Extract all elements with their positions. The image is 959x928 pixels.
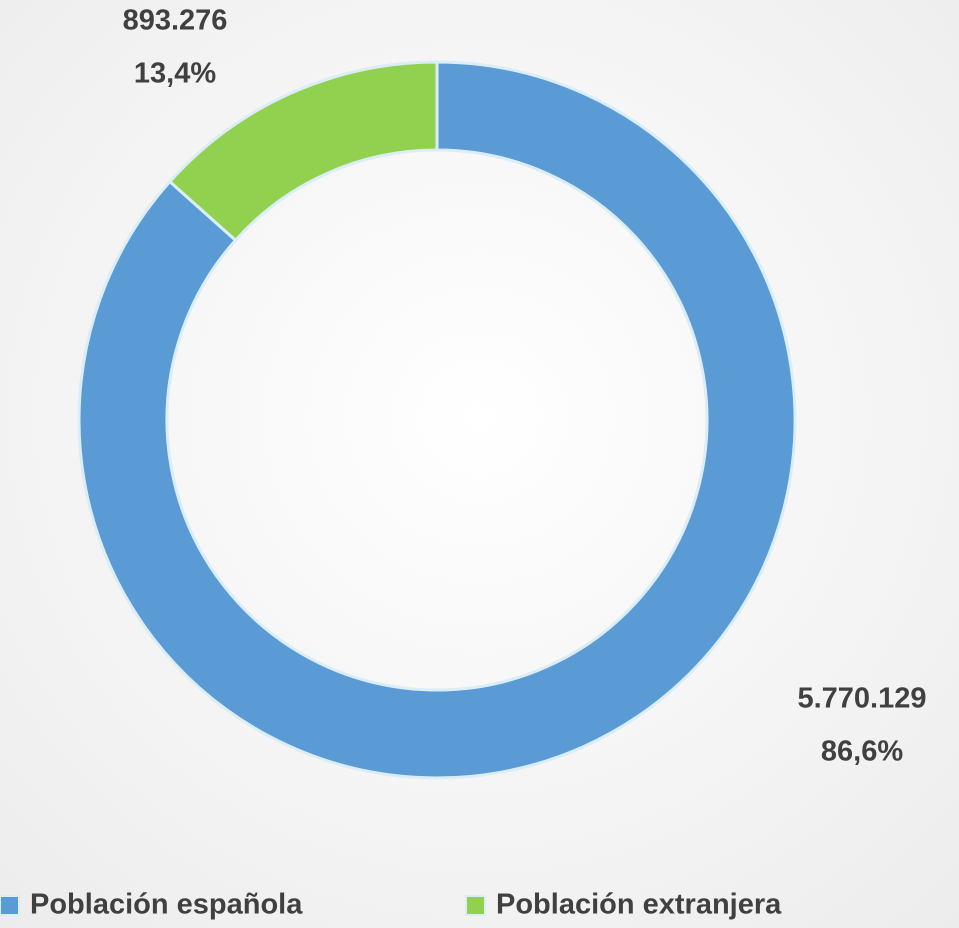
legend-swatch bbox=[0, 895, 20, 916]
value-label: 893.276 bbox=[123, 5, 228, 37]
legend-label: Población española bbox=[30, 889, 303, 921]
percent-label: 13,4% bbox=[134, 58, 216, 90]
donut-segment bbox=[167, 60, 439, 243]
percent-label: 86,6% bbox=[821, 736, 903, 768]
donut-segment bbox=[77, 60, 797, 780]
legend-label: Población extranjera bbox=[496, 889, 782, 921]
value-label: 5.770.129 bbox=[797, 683, 926, 715]
legend-swatch bbox=[465, 895, 486, 916]
